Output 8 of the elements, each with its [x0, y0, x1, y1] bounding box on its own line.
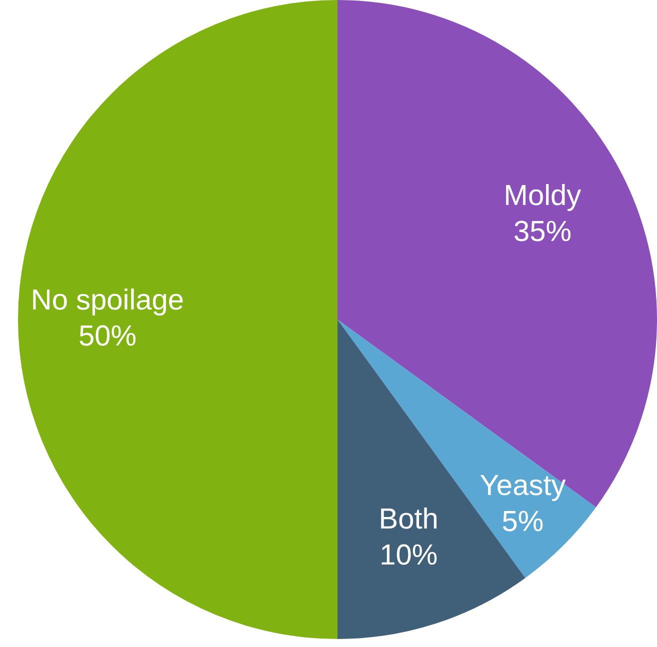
slice-label: Yeasty: [480, 470, 566, 502]
data-label: 5%: [502, 506, 544, 538]
slice-label: No spoilage: [30, 284, 184, 316]
data-label: 50%: [78, 320, 136, 352]
slice-label: Both: [378, 503, 438, 536]
slice-label: Moldy: [504, 180, 582, 212]
data-label: 35%: [513, 216, 572, 248]
data-label: 10%: [380, 539, 438, 572]
